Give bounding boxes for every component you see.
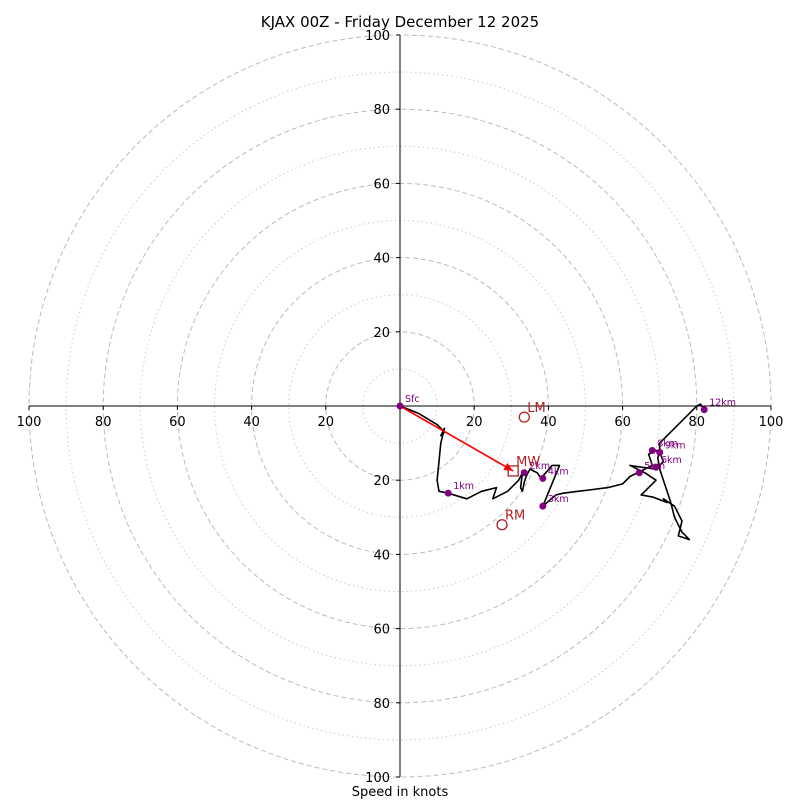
height-marker [396,402,404,410]
height-marker [652,463,660,471]
height-marker [700,406,708,414]
tick-labels: 100 80 60 40 20 20 40 60 80 100 20 40 60 80 100 20 40 60 8… [17,29,784,786]
y-tick-label: 40 [373,548,390,563]
height-markers: Sfc1km2km3km4km5km6km8km9km12km [396,394,736,510]
storm-motion-marker [496,519,508,531]
height-label: 12km [709,398,736,409]
height-label: 1km [453,481,474,492]
height-marker [635,469,643,477]
y-tick-label: 100 [365,771,390,786]
y-tick-label: 80 [373,697,390,712]
height-marker [539,502,547,510]
x-tick-label: 60 [169,415,186,430]
x-tick-label: 80 [689,415,706,430]
x-tick-label: 20 [466,415,483,430]
y-tick-label: 60 [373,623,390,638]
x-tick-label: 40 [243,415,260,430]
height-marker [648,447,656,455]
shear-line [399,405,514,472]
shear-vector [399,405,514,472]
height-label: 2km [529,461,550,472]
height-marker [520,469,528,477]
y-tick-label: 40 [373,252,390,267]
height-marker [656,448,664,456]
height-marker [444,489,452,497]
storm-motions: LM MW RM [496,401,546,531]
x-tick-label: 20 [318,415,335,430]
x-tick-label: 40 [540,415,557,430]
y-tick-label: 80 [373,103,390,118]
storm-motion-label: MW [516,455,540,470]
mean-wind-marker [507,465,519,477]
height-label: 9km [665,440,686,451]
height-label: 6km [661,455,682,466]
height-label: 8km [657,439,678,450]
y-tick-label: 60 [373,177,390,192]
storm-motion-label: RM [505,509,525,524]
x-axis-label: Speed in knots [352,785,449,800]
x-tick-label: 100 [759,415,784,430]
x-tick-label: 80 [95,415,112,430]
height-label: 4km [548,466,569,477]
x-tick-label: 60 [614,415,631,430]
height-label: Sfc [405,394,420,405]
chart-title: KJAX 00Z - Friday December 12 2025 [261,13,539,31]
height-marker [539,474,547,482]
x-tick-label: 100 [17,415,42,430]
storm-motion-marker [518,411,530,423]
storm-motion-label: LM [527,401,545,416]
y-tick-label: 20 [373,326,390,341]
height-label: 3km [548,494,569,505]
y-tick-label: 20 [373,474,390,489]
y-tick-label: 100 [365,29,390,44]
